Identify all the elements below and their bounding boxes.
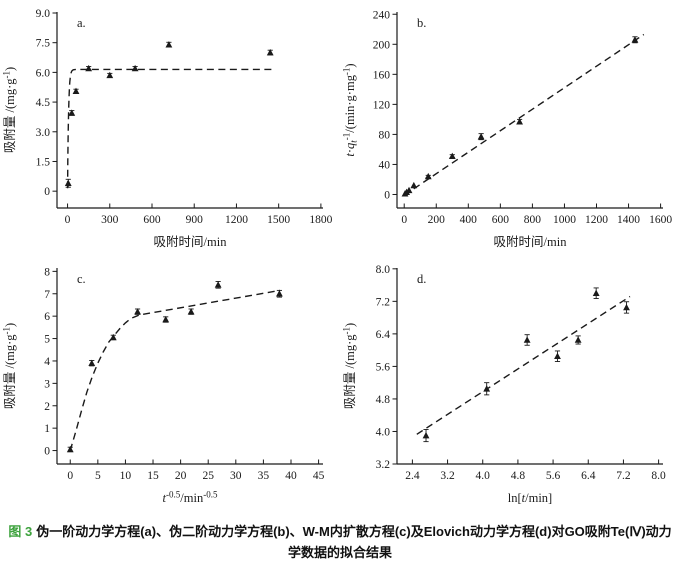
svg-text:0: 0 [44, 446, 50, 458]
svg-text:7.5: 7.5 [36, 38, 51, 50]
svg-text:15: 15 [147, 470, 159, 482]
svg-text:2.4: 2.4 [405, 470, 420, 482]
svg-text:10: 10 [120, 470, 132, 482]
svg-text:a.: a. [77, 16, 86, 30]
svg-text:8.0: 8.0 [651, 470, 666, 482]
svg-text:8: 8 [44, 266, 50, 278]
svg-text:30: 30 [230, 470, 242, 482]
chart-pseudo-second-order: 0 200 400 600 800 1000 1200 1400 1600 0 40 80 120 160… [342, 9, 673, 249]
svg-text:0: 0 [67, 470, 73, 482]
svg-text:吸附时间/min: 吸附时间/min [154, 235, 228, 249]
svg-text:吸附量 /(mg·g-1): 吸附量 /(mg·g-1) [2, 67, 18, 153]
svg-text:40: 40 [285, 470, 297, 482]
svg-text:900: 900 [186, 214, 204, 226]
chart-pseudo-first-order: 0 300 600 900 1200 1500 1800 0 1.5 3.0 4.5 6.0 7.5 9.… [2, 8, 333, 249]
svg-text:5.6: 5.6 [546, 470, 561, 482]
svg-text:20: 20 [175, 470, 187, 482]
svg-text:8.0: 8.0 [376, 264, 391, 276]
svg-text:600: 600 [492, 214, 510, 226]
svg-text:ln[t/min]: ln[t/min] [508, 491, 552, 505]
svg-text:5: 5 [44, 334, 50, 346]
svg-text:吸附量 /(mg·g-1): 吸附量 /(mg·g-1) [342, 323, 358, 409]
svg-text:160: 160 [373, 69, 391, 81]
svg-text:b.: b. [417, 16, 426, 30]
svg-text:600: 600 [143, 214, 161, 226]
svg-text:7.2: 7.2 [616, 470, 631, 482]
svg-text:4.5: 4.5 [36, 97, 51, 109]
svg-text:c.: c. [77, 272, 86, 286]
svg-text:1800: 1800 [309, 214, 332, 226]
svg-text:300: 300 [101, 214, 119, 226]
svg-text:35: 35 [258, 470, 270, 482]
svg-text:0: 0 [384, 189, 390, 201]
svg-text:80: 80 [379, 129, 391, 141]
svg-text:6.4: 6.4 [376, 329, 391, 341]
svg-text:5: 5 [95, 470, 101, 482]
svg-text:3.0: 3.0 [36, 127, 51, 139]
svg-text:45: 45 [313, 470, 325, 482]
svg-text:200: 200 [428, 214, 446, 226]
svg-text:2: 2 [44, 401, 50, 413]
chart-elovich: 2.4 3.2 4.0 4.8 5.6 6.4 7.2 8.0 3.2 4.0 4.8 5.6 6.4 7… [342, 264, 667, 505]
figure-caption: 图 3 伪一阶动力学方程(a)、伪二阶动力学方程(b)、W-M内扩散方程(c)及E… [0, 512, 680, 564]
svg-text:400: 400 [460, 214, 478, 226]
svg-text:4: 4 [44, 356, 50, 368]
svg-text:6.4: 6.4 [581, 470, 596, 482]
svg-text:800: 800 [524, 214, 542, 226]
svg-text:0: 0 [44, 186, 50, 198]
svg-text:4.0: 4.0 [476, 470, 491, 482]
svg-text:吸附量 /(mg·g-1): 吸附量 /(mg·g-1) [2, 323, 18, 409]
svg-text:0: 0 [401, 214, 407, 226]
svg-text:1.5: 1.5 [36, 156, 51, 168]
svg-text:1200: 1200 [585, 214, 608, 226]
svg-text:7: 7 [44, 289, 50, 301]
svg-text:3.2: 3.2 [440, 470, 455, 482]
svg-text:t·qt-1/(min·g·mg-1): t·qt-1/(min·g·mg-1) [342, 63, 359, 156]
figure-caption-text: 伪一阶动力学方程(a)、伪二阶动力学方程(b)、W-M内扩散方程(c)及Elov… [36, 524, 672, 560]
svg-text:7.2: 7.2 [376, 296, 391, 308]
figure-panel-grid: 0 300 600 900 1200 1500 1800 0 1.5 3.0 4.5 6.0 7.5 9.… [2, 8, 673, 506]
figure-number-label: 图 3 [8, 524, 33, 539]
svg-text:6: 6 [44, 311, 50, 323]
svg-text:1500: 1500 [267, 214, 290, 226]
svg-text:t-0.5/min-0.5: t-0.5/min-0.5 [163, 490, 218, 506]
svg-text:9.0: 9.0 [36, 8, 51, 20]
svg-text:1400: 1400 [617, 214, 640, 226]
svg-text:25: 25 [202, 470, 214, 482]
svg-text:120: 120 [373, 99, 391, 111]
svg-text:1000: 1000 [553, 214, 576, 226]
svg-text:240: 240 [373, 9, 391, 21]
svg-text:1: 1 [44, 423, 50, 435]
svg-text:4.0: 4.0 [376, 426, 391, 438]
svg-text:3: 3 [44, 378, 50, 390]
svg-text:40: 40 [379, 159, 391, 171]
svg-text:3.2: 3.2 [376, 459, 391, 471]
svg-text:4.8: 4.8 [511, 470, 526, 482]
svg-text:d.: d. [417, 272, 426, 286]
svg-text:1600: 1600 [649, 214, 672, 226]
svg-text:5.6: 5.6 [376, 361, 391, 373]
svg-text:吸附时间/min: 吸附时间/min [494, 235, 568, 249]
svg-text:1200: 1200 [225, 214, 248, 226]
svg-text:0: 0 [65, 214, 71, 226]
svg-text:200: 200 [373, 39, 391, 51]
svg-text:4.8: 4.8 [376, 394, 391, 406]
svg-text:6.0: 6.0 [36, 67, 51, 79]
